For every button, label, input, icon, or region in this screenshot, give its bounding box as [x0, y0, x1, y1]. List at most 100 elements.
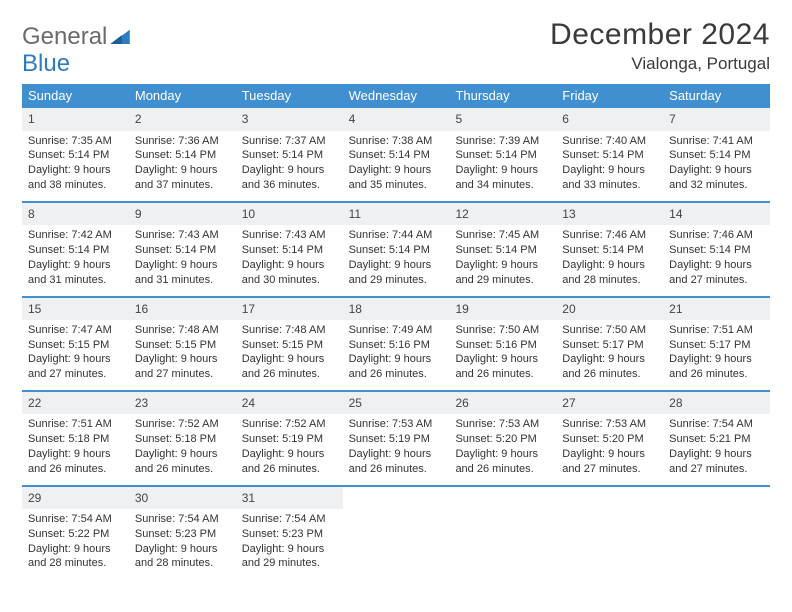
sunrise-line: Sunrise: 7:54 AM [28, 512, 123, 527]
sunrise-line: Sunrise: 7:54 AM [135, 512, 230, 527]
day-cell: 8Sunrise: 7:42 AMSunset: 5:14 PMDaylight… [22, 203, 129, 296]
sunrise-line: Sunrise: 7:37 AM [242, 134, 337, 149]
sunset-line: Sunset: 5:14 PM [455, 148, 550, 163]
day-number: 6 [556, 108, 663, 130]
header: GeneralBlue December 2024 Vialonga, Port… [22, 18, 770, 76]
sunrise-line: Sunrise: 7:52 AM [242, 417, 337, 432]
day-cell: 14Sunrise: 7:46 AMSunset: 5:14 PMDayligh… [663, 203, 770, 296]
day-number: 5 [449, 108, 556, 130]
day-cell: 25Sunrise: 7:53 AMSunset: 5:19 PMDayligh… [343, 392, 450, 485]
dow-row: Sunday Monday Tuesday Wednesday Thursday… [22, 84, 770, 108]
sunrise-line: Sunrise: 7:51 AM [669, 323, 764, 338]
sunrise-line: Sunrise: 7:50 AM [562, 323, 657, 338]
day-number: 1 [22, 108, 129, 130]
sunrise-line: Sunrise: 7:35 AM [28, 134, 123, 149]
sunset-line: Sunset: 5:19 PM [242, 432, 337, 447]
day-number: 9 [129, 203, 236, 225]
week-row: 8Sunrise: 7:42 AMSunset: 5:14 PMDaylight… [22, 201, 770, 296]
sunset-line: Sunset: 5:15 PM [242, 338, 337, 353]
day-cell: 17Sunrise: 7:48 AMSunset: 5:15 PMDayligh… [236, 298, 343, 391]
sunset-line: Sunset: 5:16 PM [349, 338, 444, 353]
day-number: 18 [343, 298, 450, 320]
day-cell-empty [343, 487, 450, 580]
sunset-line: Sunset: 5:21 PM [669, 432, 764, 447]
day-cell: 19Sunrise: 7:50 AMSunset: 5:16 PMDayligh… [449, 298, 556, 391]
day-number: 11 [343, 203, 450, 225]
sunrise-line: Sunrise: 7:53 AM [455, 417, 550, 432]
daylight-line: Daylight: 9 hours and 32 minutes. [669, 163, 764, 193]
dow-thursday: Thursday [449, 84, 556, 108]
daylight-line: Daylight: 9 hours and 26 minutes. [669, 352, 764, 382]
daylight-line: Daylight: 9 hours and 26 minutes. [455, 447, 550, 477]
sunset-line: Sunset: 5:14 PM [242, 243, 337, 258]
daylight-line: Daylight: 9 hours and 29 minutes. [349, 258, 444, 288]
day-number: 19 [449, 298, 556, 320]
sunrise-line: Sunrise: 7:46 AM [562, 228, 657, 243]
sunset-line: Sunset: 5:22 PM [28, 527, 123, 542]
sunrise-line: Sunrise: 7:41 AM [669, 134, 764, 149]
day-number: 28 [663, 392, 770, 414]
day-cell: 11Sunrise: 7:44 AMSunset: 5:14 PMDayligh… [343, 203, 450, 296]
title-block: December 2024 Vialonga, Portugal [550, 18, 770, 74]
sunset-line: Sunset: 5:17 PM [669, 338, 764, 353]
calendar-page: GeneralBlue December 2024 Vialonga, Port… [0, 0, 792, 597]
day-cell: 27Sunrise: 7:53 AMSunset: 5:20 PMDayligh… [556, 392, 663, 485]
daylight-line: Daylight: 9 hours and 30 minutes. [242, 258, 337, 288]
daylight-line: Daylight: 9 hours and 26 minutes. [562, 352, 657, 382]
daylight-line: Daylight: 9 hours and 26 minutes. [455, 352, 550, 382]
daylight-line: Daylight: 9 hours and 26 minutes. [349, 352, 444, 382]
sunrise-line: Sunrise: 7:44 AM [349, 228, 444, 243]
daylight-line: Daylight: 9 hours and 33 minutes. [562, 163, 657, 193]
day-number: 2 [129, 108, 236, 130]
sunrise-line: Sunrise: 7:48 AM [242, 323, 337, 338]
daylight-line: Daylight: 9 hours and 28 minutes. [562, 258, 657, 288]
sunset-line: Sunset: 5:14 PM [562, 243, 657, 258]
day-cell: 6Sunrise: 7:40 AMSunset: 5:14 PMDaylight… [556, 108, 663, 201]
sunset-line: Sunset: 5:18 PM [135, 432, 230, 447]
sunrise-line: Sunrise: 7:54 AM [242, 512, 337, 527]
dow-friday: Friday [556, 84, 663, 108]
daylight-line: Daylight: 9 hours and 34 minutes. [455, 163, 550, 193]
day-number: 10 [236, 203, 343, 225]
sunrise-line: Sunrise: 7:53 AM [349, 417, 444, 432]
daylight-line: Daylight: 9 hours and 27 minutes. [135, 352, 230, 382]
daylight-line: Daylight: 9 hours and 26 minutes. [242, 352, 337, 382]
sunset-line: Sunset: 5:20 PM [455, 432, 550, 447]
day-number: 27 [556, 392, 663, 414]
daylight-line: Daylight: 9 hours and 29 minutes. [455, 258, 550, 288]
sunset-line: Sunset: 5:14 PM [28, 148, 123, 163]
sunrise-line: Sunrise: 7:45 AM [455, 228, 550, 243]
day-cell: 23Sunrise: 7:52 AMSunset: 5:18 PMDayligh… [129, 392, 236, 485]
day-cell: 10Sunrise: 7:43 AMSunset: 5:14 PMDayligh… [236, 203, 343, 296]
sunset-line: Sunset: 5:14 PM [669, 148, 764, 163]
calendar: Sunday Monday Tuesday Wednesday Thursday… [22, 84, 770, 579]
sunset-line: Sunset: 5:14 PM [135, 243, 230, 258]
logo-word-1: General [22, 23, 107, 50]
sunrise-line: Sunrise: 7:36 AM [135, 134, 230, 149]
sunset-line: Sunset: 5:23 PM [242, 527, 337, 542]
location: Vialonga, Portugal [550, 54, 770, 74]
day-cell-empty [663, 487, 770, 580]
day-number: 25 [343, 392, 450, 414]
day-cell: 31Sunrise: 7:54 AMSunset: 5:23 PMDayligh… [236, 487, 343, 580]
day-number: 23 [129, 392, 236, 414]
day-cell: 20Sunrise: 7:50 AMSunset: 5:17 PMDayligh… [556, 298, 663, 391]
daylight-line: Daylight: 9 hours and 28 minutes. [135, 542, 230, 572]
day-number: 12 [449, 203, 556, 225]
week-row: 29Sunrise: 7:54 AMSunset: 5:22 PMDayligh… [22, 485, 770, 580]
daylight-line: Daylight: 9 hours and 37 minutes. [135, 163, 230, 193]
day-number: 4 [343, 108, 450, 130]
day-cell: 13Sunrise: 7:46 AMSunset: 5:14 PMDayligh… [556, 203, 663, 296]
day-cell: 28Sunrise: 7:54 AMSunset: 5:21 PMDayligh… [663, 392, 770, 485]
day-cell: 7Sunrise: 7:41 AMSunset: 5:14 PMDaylight… [663, 108, 770, 201]
sunrise-line: Sunrise: 7:42 AM [28, 228, 123, 243]
month-title: December 2024 [550, 18, 770, 52]
day-number: 26 [449, 392, 556, 414]
day-cell: 4Sunrise: 7:38 AMSunset: 5:14 PMDaylight… [343, 108, 450, 201]
day-number: 20 [556, 298, 663, 320]
daylight-line: Daylight: 9 hours and 35 minutes. [349, 163, 444, 193]
day-cell: 24Sunrise: 7:52 AMSunset: 5:19 PMDayligh… [236, 392, 343, 485]
sunrise-line: Sunrise: 7:54 AM [669, 417, 764, 432]
day-number: 14 [663, 203, 770, 225]
day-cell: 9Sunrise: 7:43 AMSunset: 5:14 PMDaylight… [129, 203, 236, 296]
